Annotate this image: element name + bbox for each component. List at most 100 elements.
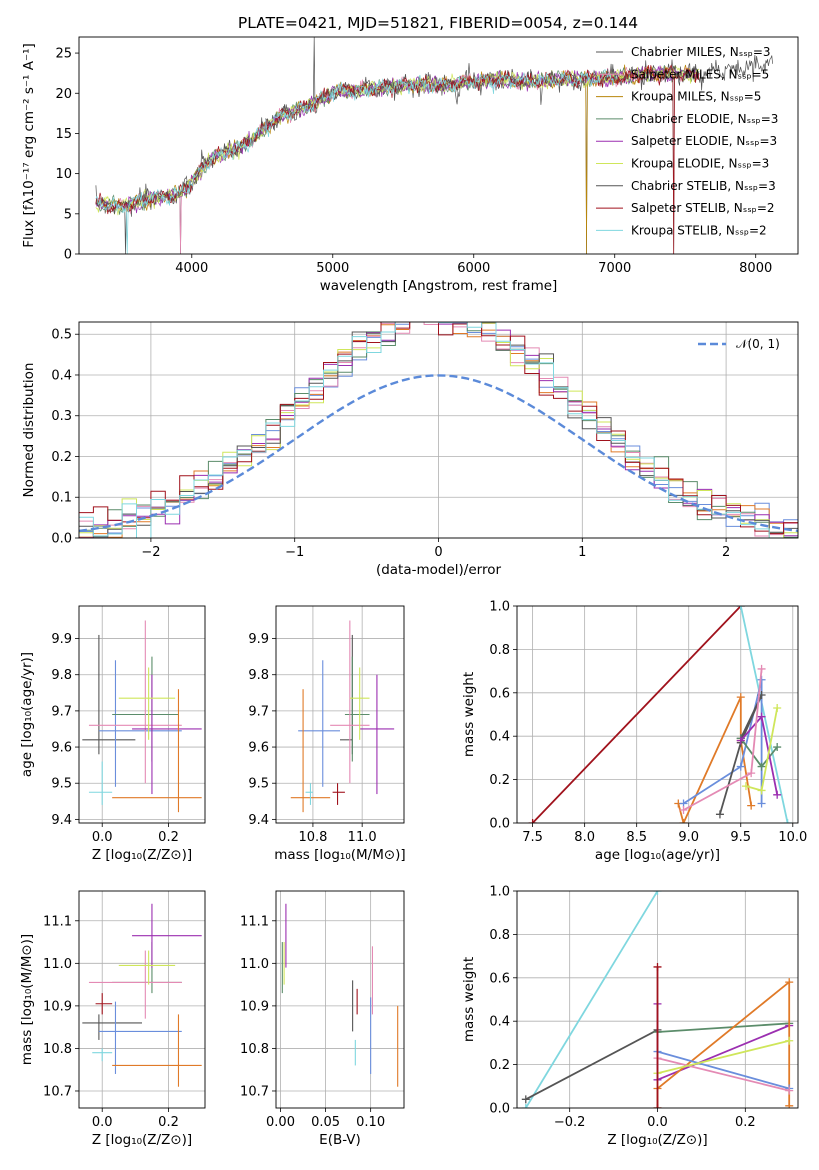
y-axis-label: age [log₁₀(age/yr)] — [19, 652, 35, 777]
spectrum-line — [95, 66, 700, 254]
y-tick-label: 11.0 — [240, 957, 269, 972]
y-tick-label: 20 — [55, 87, 72, 102]
chart-Z-massweight: −0.2 0.0 0.2 0.0 0.2 0.4 0.6 0.8 1.0 Z [log₁₀(Z/Z… — [461, 885, 799, 1148]
point-marker — [785, 1086, 794, 1095]
weight-line — [657, 1057, 790, 1092]
spectrum-line — [95, 69, 615, 254]
axes-frame: 0.0 0.2 9.4 9.5 9.6 9.7 9.8 9.9 Z [log₁₀(Z/Z⊙)] a… — [19, 605, 206, 863]
figure-title: PLATE=0421, MJD=51821, FIBERID=0054, z=0… — [238, 14, 638, 32]
x-tick-label: −0.2 — [554, 1115, 586, 1130]
x-tick-label: 9.0 — [678, 830, 699, 845]
axes-border — [78, 605, 206, 824]
chart-Z-mass: 0.0 0.2 10.7 10.8 10.9 11.0 11.1 Z [log₁₀(Z/Z⊙)… — [19, 890, 206, 1148]
point-marker — [773, 703, 782, 712]
x-tick-label: 8.5 — [626, 830, 647, 845]
y-tick-label: 0.0 — [51, 532, 72, 547]
x-tick-label: 8.0 — [574, 830, 595, 845]
histogram-step — [79, 322, 798, 538]
plot-area — [528, 606, 792, 823]
legend-entry: Salpeter ELODIE, Nₛₛₚ=3 — [631, 134, 777, 148]
y-tick-label: 0.3 — [51, 409, 72, 424]
point-marker — [736, 606, 745, 610]
legend-entry: Kroupa STELIB, Nₛₛₚ=2 — [631, 223, 767, 237]
x-tick-label: 6000 — [457, 261, 490, 276]
spectrum-line — [95, 65, 700, 215]
point-marker — [679, 805, 688, 814]
y-tick-label: 11.1 — [43, 914, 72, 929]
y-tick-label: 9.4 — [248, 813, 269, 828]
point-marker — [757, 664, 766, 673]
y-axis-label: mass [log₁₀(M/M⊙)] — [19, 934, 35, 1065]
y-axis-label: Normed distribution — [21, 363, 37, 498]
y-tick-label: 0.8 — [489, 928, 510, 943]
x-tick-label: 9.5 — [730, 830, 751, 845]
point-marker — [736, 693, 745, 702]
y-tick-label: 9.5 — [51, 777, 72, 792]
x-tick-label: 10.0 — [778, 830, 807, 845]
histogram-step — [79, 322, 798, 538]
x-tick-label: 0.2 — [735, 1115, 756, 1130]
x-axis-label: Z [log₁₀(Z/Z⊙)] — [607, 1132, 707, 1148]
point-marker — [785, 1101, 794, 1108]
chart-Z-age: 0.0 0.2 9.4 9.5 9.6 9.7 9.8 9.9 Z [log₁₀(Z/Z⊙)] a… — [19, 605, 206, 863]
point-marker — [715, 810, 724, 819]
x-tick-label: 0.2 — [158, 1115, 179, 1130]
plot-area — [82, 620, 202, 813]
y-tick-label: 0.4 — [489, 1015, 510, 1030]
weight-line — [525, 891, 659, 1108]
y-tick-label: 5 — [64, 207, 72, 222]
point-marker — [757, 762, 766, 771]
y-tick-label: 1.0 — [489, 600, 510, 615]
y-tick-label: 9.7 — [248, 704, 269, 719]
x-tick-label: 1 — [578, 545, 586, 560]
plot-area — [281, 903, 399, 1087]
plot-area — [521, 891, 794, 1108]
legend-entry: Chabrier ELODIE, Nₛₛₚ=3 — [631, 112, 778, 126]
histogram-step — [79, 322, 798, 538]
legend-entry: 𝒩(0, 1) — [736, 337, 780, 351]
x-tick-label: 0.2 — [158, 830, 179, 845]
point-marker — [528, 819, 537, 823]
y-tick-label: 11.0 — [43, 957, 72, 972]
point-marker — [785, 1036, 794, 1045]
y-tick-label: 9.6 — [51, 741, 72, 756]
y-tick-label: 25 — [55, 47, 72, 62]
y-tick-label: 1.0 — [489, 885, 510, 900]
histogram-step — [79, 322, 798, 535]
plot-area — [79, 322, 798, 538]
legend-entry: Kroupa MILES, Nₛₛₚ=5 — [631, 90, 761, 104]
histogram-step — [79, 322, 798, 538]
y-tick-label: 15 — [55, 127, 72, 142]
x-tick-label: 0.05 — [311, 1115, 340, 1130]
y-tick-label: 0.6 — [489, 971, 510, 986]
y-tick-label: 0 — [64, 248, 72, 263]
point-marker — [783, 819, 792, 823]
y-tick-label: 10.7 — [43, 1084, 72, 1099]
y-axis-label: mass weight — [461, 957, 477, 1042]
chart-spectrum: 4000 5000 6000 7000 8000 0 5 10 15 20 25 wavelength… — [21, 36, 799, 294]
y-tick-label: 10.8 — [43, 1042, 72, 1057]
y-tick-label: 9.9 — [248, 632, 269, 647]
axes-border — [78, 890, 206, 1109]
y-axis-label: mass weight — [461, 672, 477, 757]
x-axis-label: E(B-V) — [319, 1132, 361, 1148]
point-marker — [741, 782, 750, 791]
y-tick-label: 0.0 — [489, 817, 510, 832]
y-tick-label: 0.2 — [51, 450, 72, 465]
point-marker — [653, 891, 662, 895]
y-tick-label: 9.5 — [248, 777, 269, 792]
y-tick-label: 9.8 — [51, 668, 72, 683]
y-tick-label: 0.6 — [489, 686, 510, 701]
plot-area — [82, 903, 202, 1087]
point-marker — [773, 790, 782, 799]
x-axis-label: (data-model)/error — [376, 562, 502, 578]
y-tick-label: 9.6 — [248, 741, 269, 756]
point-marker — [679, 819, 688, 823]
y-tick-label: 9.4 — [51, 813, 72, 828]
weight-line — [657, 1039, 790, 1075]
x-tick-label: −2 — [141, 545, 160, 560]
x-tick-label: 0.10 — [356, 1115, 385, 1130]
x-axis-label: wavelength [Angstrom, rest frame] — [320, 278, 558, 294]
chart-ebv-mass: 0.00 0.05 0.10 10.7 10.8 10.9 11.0 11.1 E(B-V) — [240, 890, 405, 1148]
weight-line — [525, 1029, 658, 1101]
